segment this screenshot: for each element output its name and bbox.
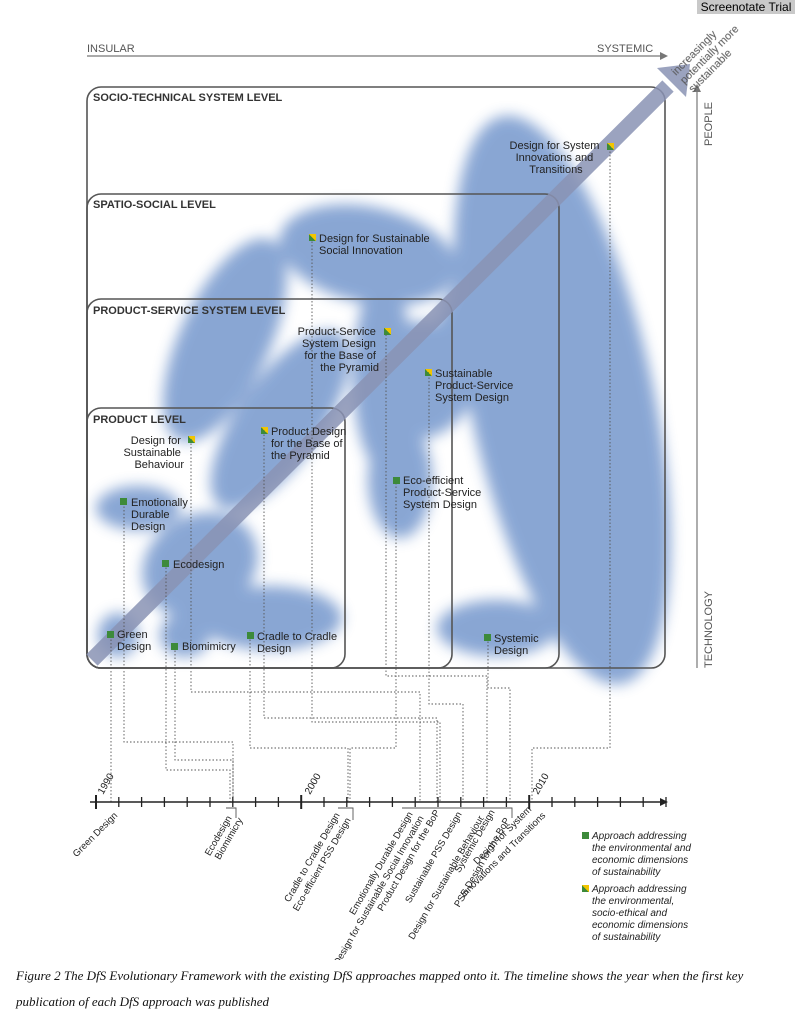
year-1990: 1990 [96, 771, 117, 796]
arrow-label: increasingly potentially more sustainabl… [670, 23, 742, 95]
product-service-level-label: PRODUCT-SERVICE SYSTEM LEVEL [93, 305, 286, 317]
marker-product-bop [261, 427, 268, 434]
timeline-label-green-design: Green Design [71, 810, 120, 859]
axis-bottom-label: TECHNOLOGY [703, 590, 715, 668]
product-level-label: PRODUCT LEVEL [93, 414, 186, 426]
timeline-ticks [95, 795, 667, 809]
label-ecodesign: Ecodesign [173, 559, 224, 571]
legend-marker-socio-ethical [582, 885, 589, 892]
label-product-bop: Product Design for the Base of the Pyram… [271, 426, 349, 462]
marker-sustainable-social-innovation [309, 234, 316, 241]
marker-sustainable-behaviour [188, 436, 195, 443]
year-2010: 2010 [531, 771, 552, 796]
marker-ecodesign [162, 560, 169, 567]
marker-system-innovations [607, 143, 614, 150]
label-system-innovations: Design for System Innovations and Transi… [510, 140, 603, 176]
timeline-axis [90, 798, 668, 806]
marker-cradle-to-cradle [247, 632, 254, 639]
axis-top-label: PEOPLE [703, 102, 715, 146]
spatio-social-level-label: SPATIO-SOCIAL LEVEL [93, 199, 216, 211]
sustainability-arrow [86, 64, 690, 666]
axis-right-label: SYSTEMIC [597, 43, 653, 55]
level-boxes [86, 86, 666, 669]
figure-caption: Figure 2 The DfS Evolutionary Framework … [16, 968, 744, 1009]
label-sustainable-pss: Sustainable Product-Service System Desig… [435, 368, 516, 404]
axis-left-label: INSULAR [87, 43, 135, 55]
label-emotionally-durable: Emotionally Durable Design [131, 497, 191, 533]
label-systemic-design: Systemic Design [494, 633, 542, 657]
vertical-axis [693, 84, 701, 668]
label-sustainable-social-innovation: Design for Sustainable Social Innovation [319, 233, 433, 257]
approach-blobs [96, 115, 671, 685]
label-sustainable-behaviour: Design for Sustainable Behaviour [123, 435, 184, 471]
label-green-design: Green Design [117, 629, 151, 653]
label-eco-efficient-pss: Eco-efficient Product-Service System Des… [403, 475, 484, 511]
product-level-box [86, 407, 346, 669]
year-2000: 2000 [303, 771, 324, 796]
label-pss-bop: Product-Service System Design for the Ba… [298, 326, 379, 374]
marker-eco-efficient-pss [393, 477, 400, 484]
dfs-framework-diagram: INSULAR SYSTEMIC PEOPLE TECHNOLOGY SOCIO… [71, 23, 742, 960]
label-biomimicry: Biomimicry [182, 641, 236, 653]
marker-emotionally-durable [120, 498, 127, 505]
marker-pss-bop [384, 328, 391, 335]
marker-systemic-design [484, 634, 491, 641]
timeline-labels: Green Design Ecodesign Biomimicry Cradle… [71, 808, 513, 960]
marker-sustainable-pss [425, 369, 432, 376]
horizontal-axis [87, 52, 668, 60]
legend: Approach addressing the environmental an… [582, 831, 694, 943]
connector-lines [110, 148, 611, 802]
legend-marker-environmental [582, 832, 589, 839]
label-cradle-to-cradle: Cradle to Cradle Design [257, 631, 340, 655]
socio-technical-level-label: SOCIO-TECHNICAL SYSTEM LEVEL [93, 92, 283, 104]
legend-socio-ethical: Approach addressing the environmental, s… [591, 884, 691, 943]
marker-biomimicry [171, 643, 178, 650]
timeline-brackets [226, 807, 513, 820]
trial-watermark: Screenotate Trial [697, 0, 795, 14]
legend-environmental: Approach addressing the environmental an… [591, 831, 694, 878]
approach-markers [107, 143, 614, 650]
marker-green-design [107, 631, 114, 638]
